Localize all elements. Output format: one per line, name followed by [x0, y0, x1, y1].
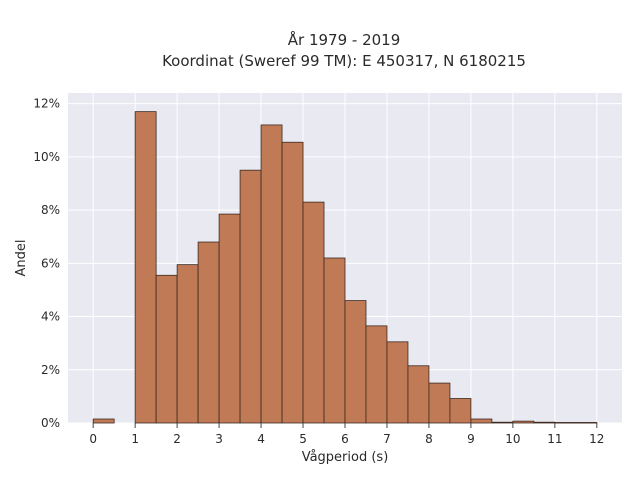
- x-tick-label: 7: [383, 432, 391, 446]
- histogram-bar: [155, 274, 178, 424]
- y-tick-label: 12%: [33, 97, 60, 111]
- y-axis-ticks: 0% 2% 4% 6% 8% 10% 12%: [33, 97, 60, 430]
- histogram-bar: [554, 422, 577, 424]
- x-tick-label: 8: [425, 432, 433, 446]
- y-axis-label: Andel: [14, 240, 29, 277]
- chart-title-line-1: År 1979 - 2019: [288, 30, 401, 49]
- y-tick-label: 10%: [33, 150, 60, 164]
- x-tick-label: 2: [173, 432, 181, 446]
- histogram-bar: [491, 421, 514, 424]
- histogram-bar: [260, 124, 283, 424]
- x-axis-label: Vågperiod (s): [302, 450, 389, 465]
- histogram-bar: [533, 421, 556, 424]
- histogram-bar: [575, 422, 598, 424]
- histogram-bar: [512, 420, 535, 424]
- histogram-bar: [134, 111, 157, 424]
- histogram-bar: [176, 264, 199, 424]
- histogram-bar: [386, 341, 409, 424]
- x-tick-label: 3: [215, 432, 223, 446]
- histogram-bar: [407, 365, 430, 424]
- histogram-bar: [428, 382, 451, 424]
- histogram-bar: [92, 418, 115, 424]
- bars: [92, 111, 598, 424]
- y-tick-label: 6%: [41, 256, 60, 270]
- chart-title-line-2: Koordinat (Sweref 99 TM): E 450317, N 61…: [162, 52, 526, 70]
- histogram-bar: [239, 169, 262, 424]
- x-tick-label: 6: [341, 432, 349, 446]
- x-tick-label: 9: [467, 432, 475, 446]
- histogram-bar: [197, 241, 220, 424]
- histogram-bar: [449, 398, 472, 424]
- x-tick-label: 12: [589, 432, 604, 446]
- y-tick-label: 0%: [41, 416, 60, 430]
- histogram-bar: [344, 300, 367, 424]
- y-tick-label: 2%: [41, 363, 60, 377]
- histogram-bar: [218, 213, 241, 424]
- x-tick-label: 10: [505, 432, 520, 446]
- histogram-bar: [302, 201, 325, 424]
- x-tick-label: 0: [89, 432, 97, 446]
- x-tick-label: 5: [299, 432, 307, 446]
- histogram-bar: [323, 257, 346, 424]
- x-tick-label: 11: [547, 432, 562, 446]
- y-tick-label: 4%: [41, 310, 60, 324]
- x-tick-label: 1: [131, 432, 139, 446]
- histogram-bar: [365, 325, 388, 424]
- histogram-bar: [470, 418, 493, 424]
- y-tick-label: 8%: [41, 203, 60, 217]
- x-tick-label: 4: [257, 432, 265, 446]
- x-axis-ticks: 0 1 2 3 4 5 6 7 8 9 10 11 12: [89, 423, 604, 446]
- histogram-bar: [281, 141, 304, 424]
